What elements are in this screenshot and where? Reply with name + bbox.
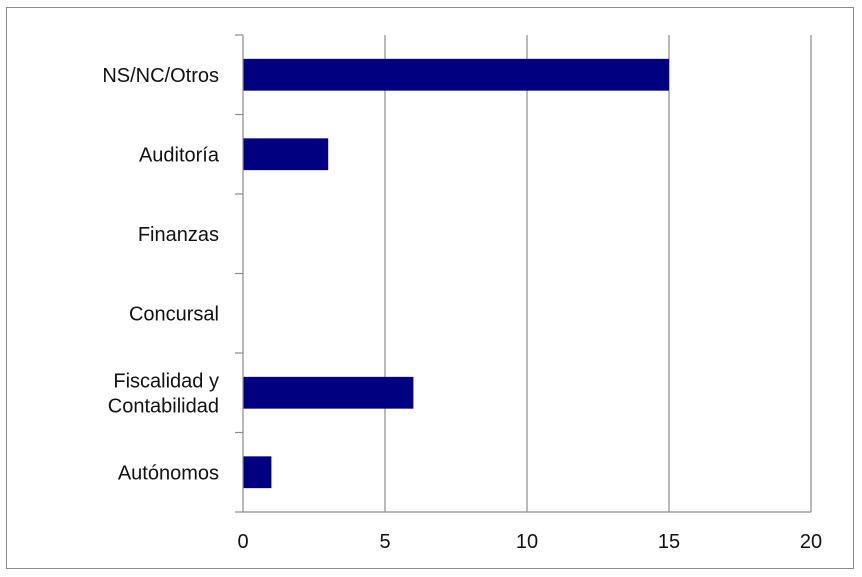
- category-label-line: Contabilidad: [108, 395, 219, 417]
- category-label-3: Concursal: [129, 303, 219, 325]
- category-label-line: Concursal: [129, 303, 219, 325]
- axes: [235, 34, 811, 513]
- x-tick-label-15: 15: [658, 531, 680, 553]
- category-label-5: Autónomos: [118, 462, 219, 484]
- category-label-line: NS/NC/Otros: [102, 65, 219, 87]
- bar-0: [243, 58, 669, 91]
- category-label-2: Finanzas: [138, 224, 219, 246]
- bar-5: [243, 456, 272, 489]
- bar-1: [243, 138, 329, 171]
- category-label-line: Fiscalidad y: [113, 370, 219, 392]
- x-tick-label-10: 10: [516, 531, 538, 553]
- chart-frame: [6, 7, 854, 569]
- category-label-line: Auditoría: [139, 144, 220, 166]
- x-tick-label-0: 0: [237, 531, 248, 553]
- gridlines: [384, 35, 812, 512]
- category-label-4: Fiscalidad y Contabilidad: [108, 370, 219, 417]
- category-label-line: Autónomos: [118, 462, 219, 484]
- bar-4: [243, 376, 414, 409]
- category-label-line: Finanzas: [138, 224, 219, 246]
- labels: 0 5 10 15 20 NS/NC/Otros Auditoría Finanzas Conc…: [102, 65, 822, 553]
- x-tick-label-20: 20: [800, 531, 822, 553]
- x-tick-label-5: 5: [379, 531, 390, 553]
- category-label-1: Auditoría: [139, 144, 220, 166]
- category-label-0: NS/NC/Otros: [102, 65, 219, 87]
- bars: [243, 58, 669, 489]
